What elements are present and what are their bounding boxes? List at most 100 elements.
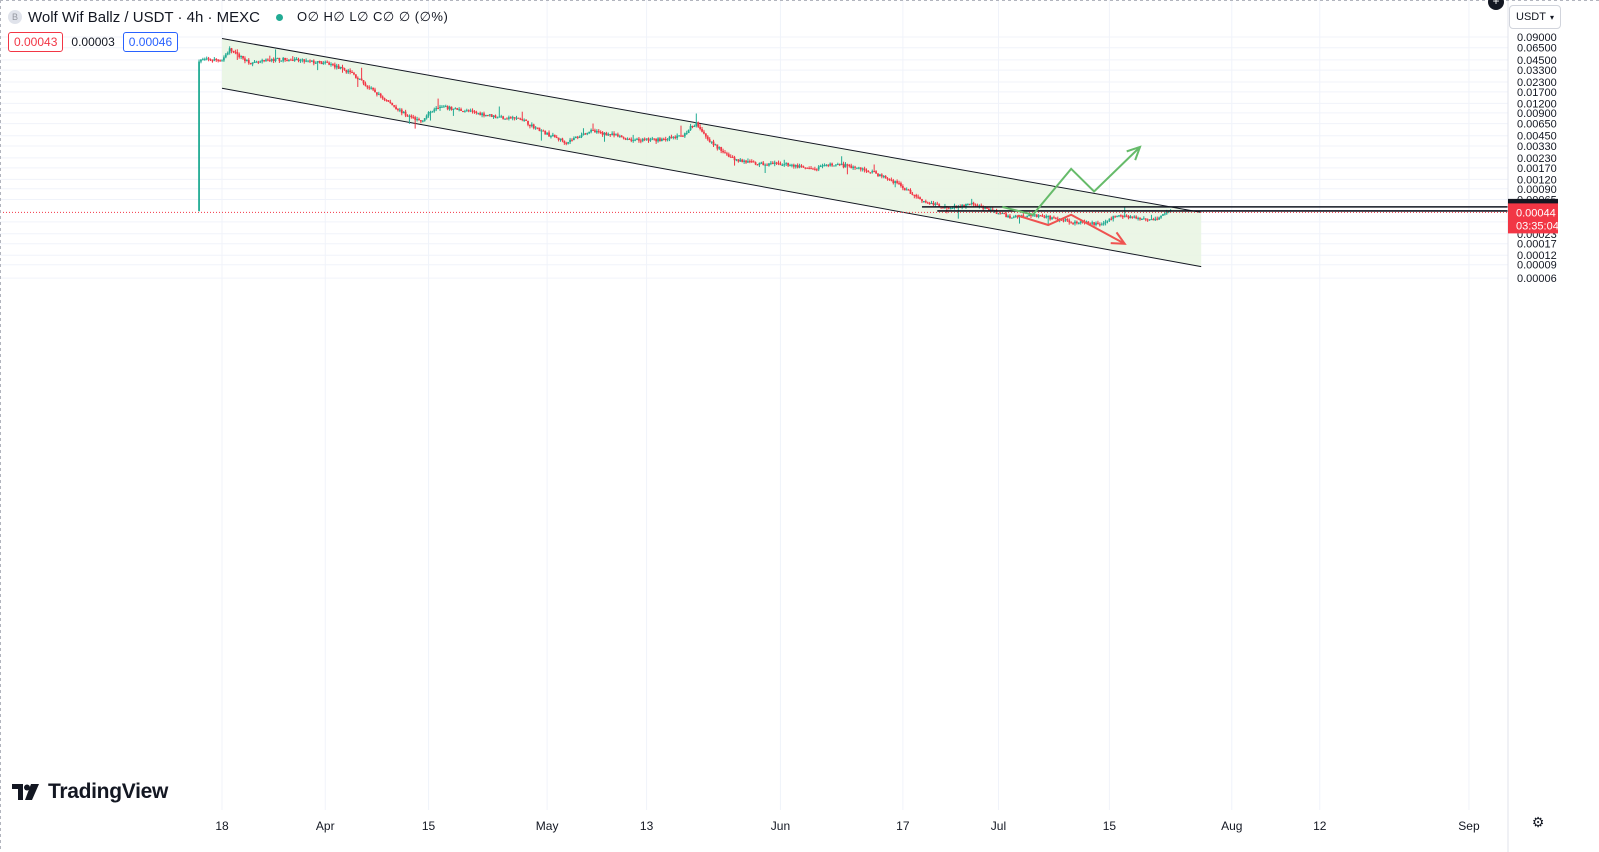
candle [810, 166, 812, 170]
candle [280, 60, 283, 62]
candle [1047, 215, 1050, 225]
y-tick-label: 0.00450 [1517, 131, 1557, 143]
candle [410, 114, 413, 119]
settings-gear-icon[interactable]: ⚙ [1531, 814, 1545, 830]
candle [492, 115, 495, 119]
candle [310, 60, 313, 63]
symbol-title[interactable]: Wolf Wif Ballz / USDT · 4h · MEXC [28, 8, 260, 26]
candle [339, 66, 342, 70]
candle [1051, 216, 1053, 220]
candle [291, 56, 294, 62]
candle [358, 78, 361, 80]
candle [704, 133, 707, 139]
candle [347, 68, 350, 74]
price-axis[interactable]: 0.090000.065000.045000.033000.023000.017… [1508, 32, 1559, 285]
candle [922, 200, 925, 203]
candle [1005, 212, 1008, 218]
candle [433, 107, 436, 113]
candle [544, 130, 547, 135]
candle [884, 175, 887, 179]
candle [825, 164, 828, 167]
candle [223, 55, 225, 62]
candle [1095, 221, 1097, 227]
candle [263, 59, 265, 63]
candle [827, 164, 830, 168]
channel-lower-line[interactable] [221, 87, 1202, 268]
candle [460, 107, 462, 111]
candle [473, 110, 476, 114]
candle [588, 131, 591, 135]
candle [559, 138, 562, 142]
candle [1075, 220, 1078, 225]
candle [274, 49, 277, 63]
currency-select[interactable]: USDT ▾ [1509, 5, 1561, 29]
candle [592, 123, 594, 131]
candle [655, 138, 658, 144]
candle [678, 135, 680, 137]
candle [613, 131, 615, 138]
candle [207, 56, 210, 62]
buy-price-button[interactable]: 0.00046 [122, 32, 179, 52]
candle [1118, 215, 1120, 218]
candle [402, 111, 405, 114]
candle [783, 159, 786, 167]
candle [278, 57, 281, 63]
candle [219, 59, 221, 62]
candle [488, 114, 491, 117]
candle [1045, 214, 1048, 219]
bullish-projection-arrow[interactable] [1002, 145, 1142, 216]
candle [685, 130, 688, 135]
candle [309, 59, 311, 64]
candle [605, 131, 608, 136]
candle [808, 166, 811, 170]
tradingview-logo[interactable]: TradingView [12, 780, 168, 804]
candle [456, 107, 459, 110]
candle [968, 203, 971, 206]
candle [341, 64, 344, 73]
channel-upper-line[interactable] [221, 38, 1202, 213]
candle [666, 138, 669, 142]
candle [892, 178, 895, 185]
candle [454, 107, 457, 110]
candle [737, 159, 740, 163]
candle [760, 161, 763, 165]
candle [1102, 220, 1105, 226]
x-tick-label: 15 [1103, 819, 1117, 833]
candle [930, 200, 933, 204]
candle [446, 105, 449, 111]
candle [529, 124, 531, 129]
trade-price-row: 0.00043 0.00003 0.00046 [8, 32, 179, 52]
sell-price-button[interactable]: 0.00043 [8, 32, 64, 52]
candle [1139, 217, 1141, 221]
current-price-marker [1508, 203, 1558, 234]
candle [703, 129, 705, 135]
candle [806, 167, 809, 169]
candle [697, 121, 700, 128]
x-tick-label: 17 [896, 819, 910, 833]
candle [322, 61, 325, 65]
candle [720, 146, 723, 154]
candle [215, 58, 218, 62]
candle [850, 163, 853, 169]
candle [603, 132, 606, 142]
candle [261, 58, 264, 64]
channel-fill[interactable] [222, 38, 1202, 267]
plus-icon[interactable]: + [1488, 0, 1504, 10]
candle [377, 91, 380, 96]
time-axis[interactable]: 18 Apr 15 May 13 Jun 17 Jul 15 Aug 12 Sep [215, 819, 1480, 833]
candle [244, 56, 246, 64]
candle [701, 126, 703, 133]
bearish-projection-arrow[interactable] [1017, 213, 1127, 245]
candle [632, 134, 635, 143]
candle [921, 198, 923, 203]
y-tick-label: 0.00900 [1517, 108, 1557, 120]
candle [743, 159, 746, 164]
candle [748, 159, 751, 164]
candle [349, 68, 352, 75]
candle [408, 114, 411, 124]
x-tick-label: Sep [1458, 819, 1480, 833]
candle [1043, 214, 1046, 219]
candle [877, 172, 879, 178]
candle [362, 80, 365, 86]
